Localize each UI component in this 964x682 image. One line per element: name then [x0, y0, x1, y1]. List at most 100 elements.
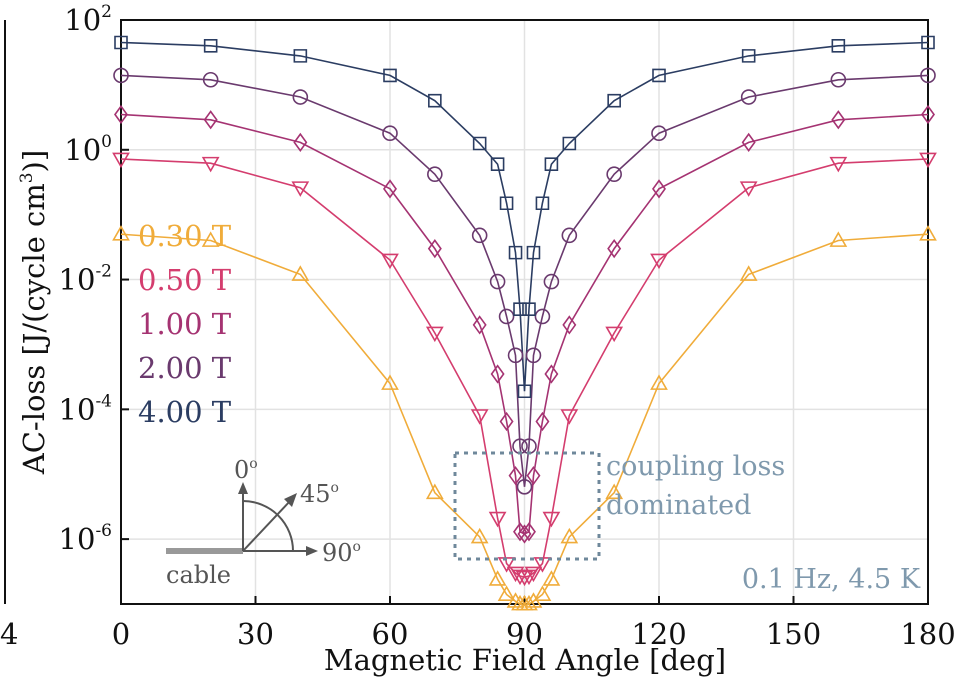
- x-tick-label: 180: [900, 617, 955, 651]
- data-point: [605, 326, 624, 343]
- x-tick-label: 120: [631, 617, 686, 651]
- data-point: [488, 570, 507, 586]
- data-point: [511, 569, 529, 586]
- data-point: [490, 364, 505, 384]
- data-point: [542, 511, 561, 528]
- data-point: [508, 466, 523, 486]
- data-point: [524, 566, 543, 583]
- data-point: [919, 225, 937, 241]
- data-point: [741, 49, 756, 63]
- legend-entry: 2.00 T: [138, 351, 232, 385]
- data-point: [517, 524, 532, 544]
- data-point: [652, 179, 666, 199]
- data-point: [499, 411, 514, 432]
- data-point: [561, 227, 578, 244]
- y-tick-label: 10-4: [59, 391, 112, 426]
- data-point: [203, 39, 218, 53]
- data-point: [607, 238, 622, 259]
- inset-label-45: 45o: [300, 480, 339, 508]
- data-point: [520, 594, 538, 611]
- data-point: [651, 125, 667, 142]
- condition-label: 0.1 Hz, 4.5 K: [742, 564, 921, 595]
- neighbor-panel-tick: 4: [0, 617, 18, 651]
- data-point: [515, 570, 534, 587]
- data-point: [560, 409, 579, 425]
- data-point: [652, 68, 666, 83]
- data-point: [293, 49, 308, 63]
- data-point: [526, 245, 541, 260]
- data-point: [534, 308, 551, 325]
- y-tick-label: 10-2: [59, 262, 112, 297]
- y-tick-label: 10-6: [59, 521, 112, 556]
- data-point: [919, 152, 937, 169]
- data-point: [544, 157, 559, 171]
- data-point: [535, 196, 550, 211]
- data-point: [650, 374, 668, 390]
- data-point: [517, 384, 532, 399]
- inset-cable-label: cable: [166, 561, 231, 589]
- data-point: [489, 273, 506, 290]
- data-point: [560, 527, 579, 544]
- data-point: [201, 156, 220, 173]
- data-point: [112, 152, 130, 169]
- x-tick-label: 60: [372, 617, 409, 651]
- y-axis-ticks: 10-6 10-4 10-2 100 102: [59, 2, 129, 556]
- data-point: [488, 511, 507, 528]
- data-point: [470, 527, 489, 544]
- data-point: [543, 273, 560, 290]
- data-point: [383, 179, 397, 199]
- data-point: [741, 132, 756, 152]
- data-point: [471, 227, 488, 244]
- legend-entry: 1.00 T: [138, 307, 232, 341]
- data-point: [499, 196, 514, 211]
- data-point: [381, 374, 399, 390]
- data-point: [112, 225, 130, 241]
- data-point: [921, 35, 935, 50]
- data-point: [535, 411, 550, 432]
- data-point: [830, 71, 847, 88]
- x-axis-ticks: 0 30 60 90 120 150 180: [112, 596, 956, 651]
- arrow-45deg-icon: [284, 493, 297, 507]
- data-point: [203, 110, 218, 130]
- data-point: [472, 136, 487, 151]
- data-point: [829, 156, 848, 173]
- data-point: [920, 67, 936, 84]
- data-point: [605, 483, 624, 500]
- y-axis-title: AC-loss [J/(cycle cm3)]: [17, 150, 51, 475]
- data-point: [526, 466, 541, 486]
- data-point: [607, 93, 621, 108]
- data-point: [516, 478, 533, 495]
- data-point: [427, 166, 443, 183]
- data-point: [739, 181, 758, 197]
- data-point: [291, 181, 310, 197]
- data-point: [293, 132, 308, 152]
- data-point: [544, 364, 559, 384]
- data-point: [831, 110, 846, 130]
- data-point: [383, 68, 397, 83]
- orientation-inset: 0o 45o 90o cable: [166, 456, 361, 589]
- data-point: [292, 89, 309, 105]
- data-point: [113, 67, 129, 84]
- data-point: [508, 245, 523, 260]
- inset-label-90: 90o: [322, 539, 361, 567]
- y-tick-label: 100: [64, 132, 112, 167]
- x-tick-label: 0: [112, 617, 130, 651]
- data-point: [498, 308, 515, 325]
- data-point: [427, 238, 442, 259]
- legend-entry: 0.50 T: [138, 263, 232, 297]
- data-point: [291, 265, 310, 281]
- data-point: [470, 409, 489, 425]
- data-point: [606, 166, 622, 183]
- angle-arc: [242, 500, 294, 552]
- legend: 0.30 T 0.50 T 1.00 T 2.00 T 4.00 T: [138, 219, 232, 429]
- data-point: [428, 93, 442, 108]
- data-point: [381, 253, 399, 270]
- arrow-90deg-icon: [306, 546, 318, 556]
- data-point: [520, 569, 538, 586]
- data-point: [831, 39, 846, 53]
- data-point: [506, 592, 525, 608]
- data-point: [425, 483, 444, 500]
- arrow-0deg-icon: [238, 482, 248, 494]
- data-point: [425, 326, 444, 343]
- x-tick-label: 30: [237, 617, 274, 651]
